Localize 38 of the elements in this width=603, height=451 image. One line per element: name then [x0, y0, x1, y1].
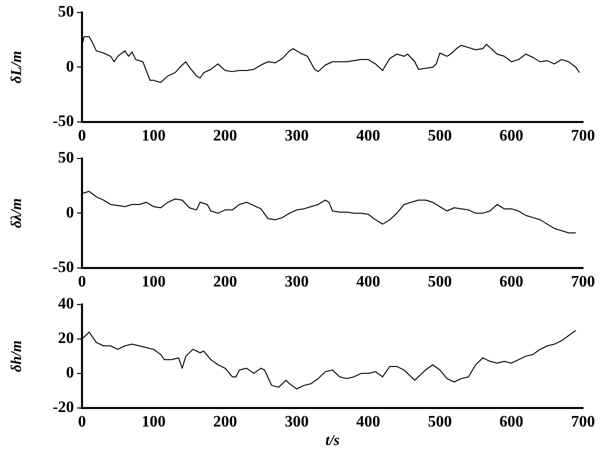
x-tick-label: 400: [356, 128, 380, 145]
x-tick-label: 600: [499, 128, 524, 145]
x-tick-label: 600: [499, 414, 524, 431]
x-tick-label: 300: [284, 274, 309, 291]
y-axis-title: δλ/m: [8, 198, 25, 228]
x-tick-label: 300: [284, 128, 309, 145]
y-tick-label: -20: [52, 398, 74, 416]
y-tick-label: 0: [66, 364, 74, 382]
y-tick-label: -50: [52, 112, 74, 130]
x-tick-label: 200: [213, 414, 238, 431]
y-axis-title: δL/m: [8, 50, 25, 84]
y-tick-label: 40: [58, 296, 74, 313]
x-tick-label: 500: [428, 414, 452, 431]
y-axis-title: δh/m: [8, 340, 25, 372]
x-tick-label: 500: [428, 274, 452, 291]
x-tick-label: 100: [142, 274, 166, 291]
x-tick-label: 0: [78, 414, 86, 431]
x-tick-label: 0: [78, 274, 86, 291]
y-tick-label: 0: [66, 204, 74, 222]
x-tick-label: 200: [213, 128, 238, 145]
x-tick-label: 700: [571, 414, 595, 431]
x-tick-label: 0: [78, 128, 86, 145]
x-tick-label: 600: [499, 274, 524, 291]
x-tick-label: 400: [356, 414, 380, 431]
x-axis-title: t/s: [325, 432, 340, 449]
x-tick-label: 400: [356, 274, 380, 291]
x-tick-label: 500: [428, 128, 452, 145]
x-tick-label: 700: [571, 128, 595, 145]
x-tick-label: 200: [213, 274, 238, 291]
x-tick-label: 100: [142, 128, 166, 145]
x-tick-label: 700: [571, 274, 595, 291]
y-tick-label: 50: [58, 150, 74, 167]
x-tick-label: 100: [142, 414, 166, 431]
y-tick-label: 20: [58, 330, 74, 348]
y-tick-label: -50: [52, 258, 74, 276]
y-tick-label: 50: [58, 4, 74, 21]
x-tick-label: 300: [284, 414, 309, 431]
y-tick-label: 0: [66, 58, 74, 76]
